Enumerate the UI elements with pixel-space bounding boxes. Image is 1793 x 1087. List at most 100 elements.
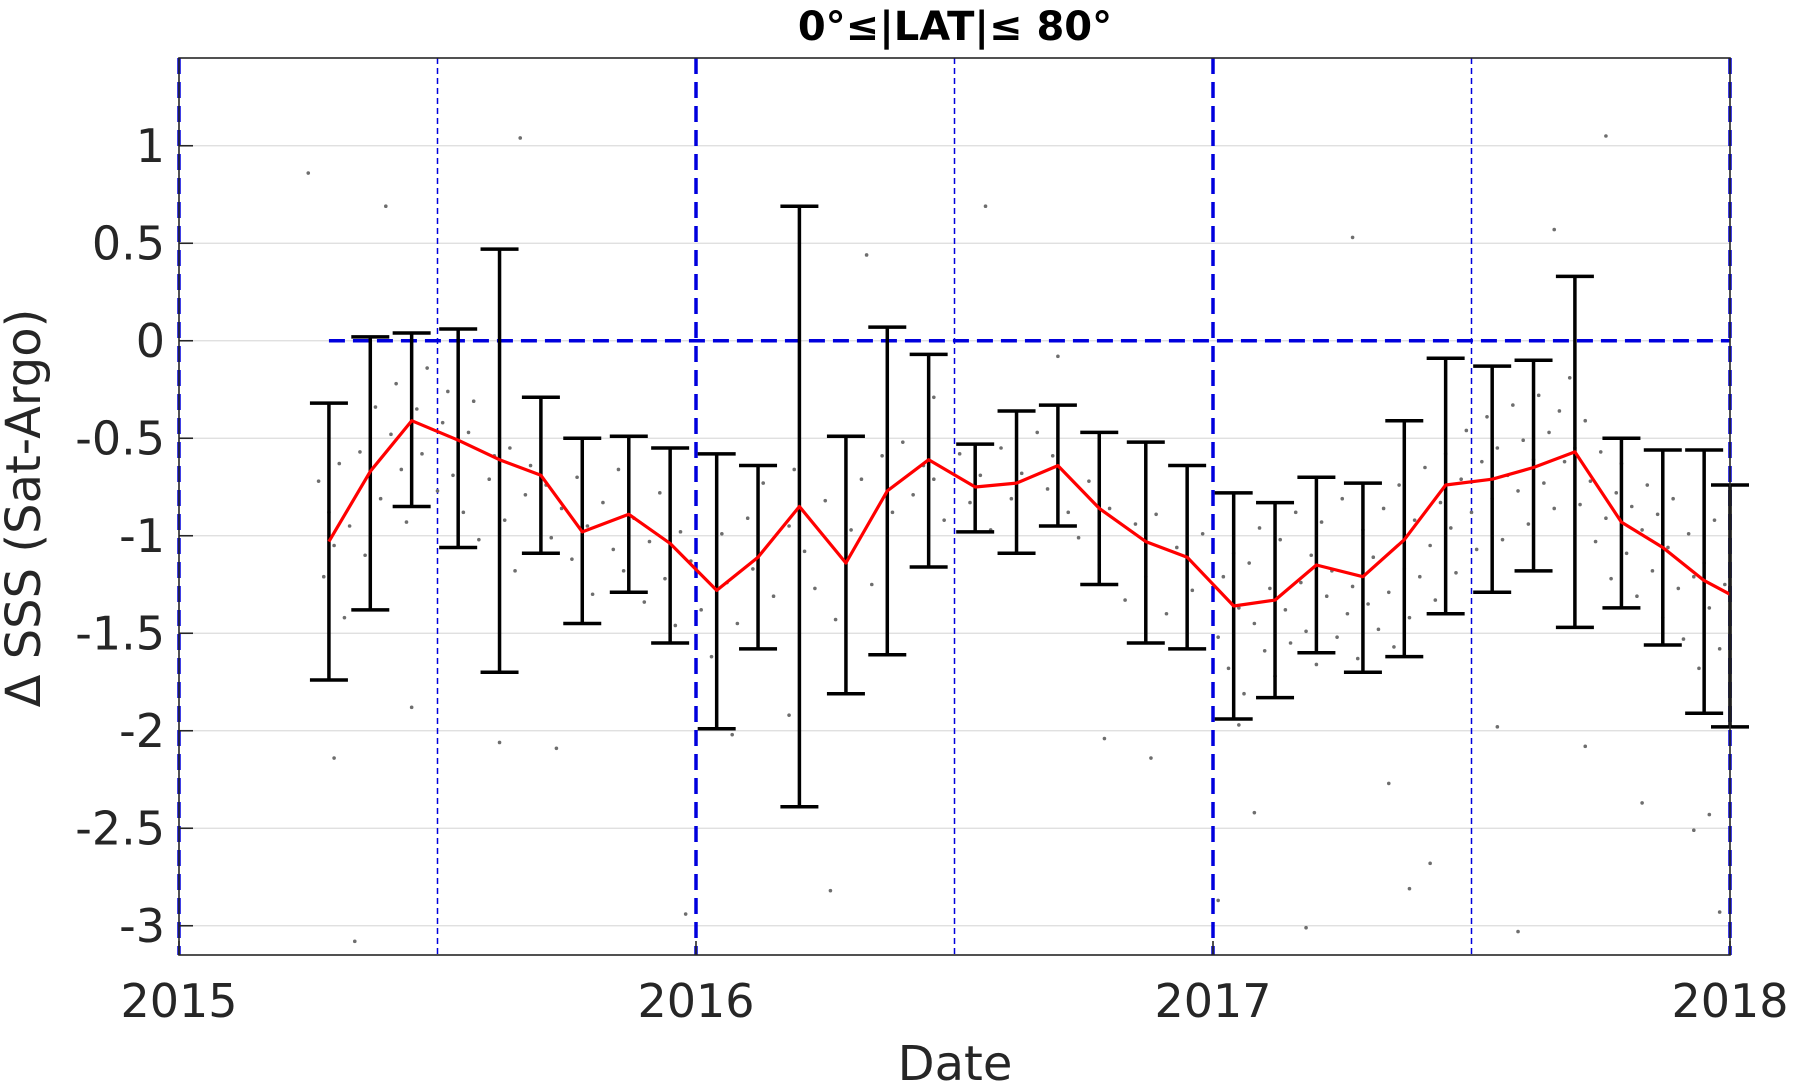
scatter-point (1635, 594, 1639, 598)
scatter-point (1717, 910, 1722, 914)
scatter-point (1464, 428, 1469, 433)
plot-frame (178, 57, 1731, 956)
scatter-point (471, 399, 476, 404)
scatter-point (1681, 637, 1686, 641)
scatter-point (1288, 641, 1293, 645)
scatter-point (911, 493, 915, 497)
scatter-point (1237, 723, 1241, 727)
scatter-point (642, 600, 647, 604)
scatter-point (647, 539, 652, 544)
scatter-point (942, 518, 946, 522)
scatter-point (1283, 608, 1288, 612)
scatter-point (1278, 537, 1283, 542)
mean-line-path (327, 419, 1731, 608)
scatter-point (1495, 446, 1500, 450)
scatter-point (735, 621, 740, 626)
scatter-point (1666, 545, 1670, 550)
scatter-point (1107, 506, 1112, 511)
scatter-point (1707, 606, 1712, 610)
scatter-point (363, 553, 367, 558)
y-tick-label: -2.5 (75, 801, 165, 855)
scatter-point (957, 452, 962, 456)
scatter-point (1454, 571, 1458, 575)
scatter-point (968, 500, 972, 505)
y-tick-label: 0 (136, 314, 165, 368)
scatter-point (1407, 886, 1412, 891)
scatter-point (451, 473, 455, 478)
scatter-point (1371, 555, 1376, 559)
scatter-point (978, 473, 983, 478)
scatter-point (425, 366, 429, 370)
scatter-point (1593, 539, 1598, 544)
scatter-point (373, 405, 378, 409)
scatter-point (1066, 510, 1071, 515)
scatter-point (394, 381, 398, 386)
scatter-point (859, 477, 864, 482)
scatter-point (823, 498, 828, 503)
scatter-point (932, 395, 936, 400)
scatter-point (1252, 621, 1257, 626)
scatter-point (802, 549, 807, 554)
scatter-point (1216, 635, 1220, 639)
scatter-point (1650, 569, 1655, 573)
scatter-point (1542, 481, 1546, 485)
scatter-point (601, 500, 605, 505)
scatter-point (1009, 496, 1014, 501)
scatter-point (352, 939, 357, 944)
scatter-point (663, 576, 667, 581)
scatter-point (1671, 496, 1675, 501)
scatter-point (1552, 506, 1557, 511)
scatter-point (1495, 725, 1500, 729)
scatter-point (1200, 532, 1205, 536)
scatter-point (1149, 756, 1153, 760)
scatter-point (1242, 691, 1246, 696)
scatter-point (1418, 574, 1422, 579)
scatter-point (446, 389, 450, 394)
y-axis-ticks: 1 0.5 0 -0.5 -1 -1.5 -2 -2.5 -3 (75, 119, 193, 953)
scatter-point (1604, 134, 1608, 138)
scatter-point (869, 582, 874, 587)
scatter-point (1614, 491, 1619, 495)
scatter-point (1588, 479, 1593, 483)
scatter-point (1536, 393, 1541, 398)
scatter-point (575, 475, 579, 480)
scatter-point (570, 557, 574, 561)
y-axis-label: Δ SSS (Sat-Argo) (0, 309, 52, 708)
scatter-point (1324, 594, 1329, 598)
scatter-point (306, 171, 311, 175)
scatter-point (1583, 418, 1588, 423)
scatter-point (1578, 502, 1582, 507)
scatter-point (699, 608, 703, 612)
scatter-point (709, 654, 714, 659)
scatter-point (1314, 662, 1319, 667)
scatter-point (1428, 861, 1432, 866)
scatter-point (1516, 929, 1520, 934)
scatter-point (901, 440, 905, 444)
scatter-point (435, 489, 440, 493)
scatter-point (1604, 516, 1608, 520)
scatter-point (720, 532, 724, 536)
scatter-point (1557, 409, 1562, 413)
scatter-point (1397, 483, 1401, 487)
scatter-point (1247, 561, 1251, 565)
scatter-point (466, 430, 471, 435)
scatter-point (1045, 487, 1050, 491)
scatter-point (1309, 553, 1314, 558)
scatter-point (833, 617, 838, 622)
scatter-point (1299, 580, 1303, 585)
scatter-point (1438, 500, 1443, 505)
scatter-point (1640, 801, 1644, 805)
scatter-point (1019, 471, 1024, 476)
scatter-point (1474, 547, 1479, 552)
scatter-point (1676, 586, 1681, 591)
scatter-point (1226, 666, 1231, 671)
scatter-point (999, 446, 1003, 450)
scatter-point (1609, 576, 1613, 581)
scatter-point (1723, 582, 1727, 587)
scatter-point (1516, 489, 1520, 493)
scatter-point (1257, 526, 1262, 530)
x-axis-label: Date (898, 1036, 1013, 1087)
scatter-point (477, 537, 481, 542)
scatter-point (332, 543, 336, 548)
scatter-point (1355, 656, 1360, 661)
